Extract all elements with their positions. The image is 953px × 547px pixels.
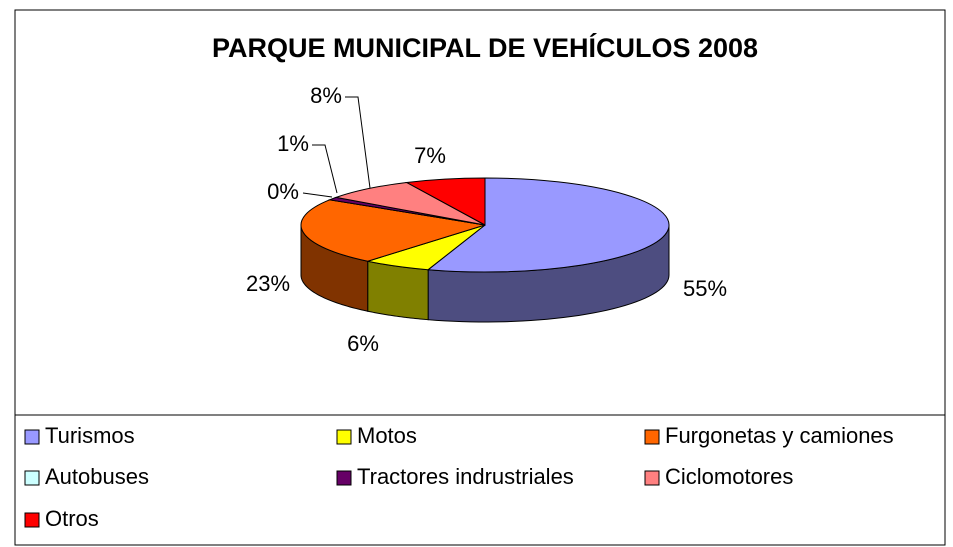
legend-label: Autobuses xyxy=(45,464,149,489)
slice xyxy=(405,177,486,226)
legend-label: Turismos xyxy=(45,423,135,448)
data-label: 7% xyxy=(414,143,446,168)
legend-swatch xyxy=(644,470,660,486)
legend-swatch xyxy=(24,470,40,486)
legend-label: Ciclomotores xyxy=(665,464,793,489)
chart-title: PARQUE MUNICIPAL DE VEHÍCULOS 2008 xyxy=(212,32,758,63)
slice-side xyxy=(367,260,429,321)
slice xyxy=(300,199,486,262)
legend-swatch xyxy=(336,470,352,486)
legend-label: Furgonetas y camiones xyxy=(665,423,894,448)
data-label: 55% xyxy=(683,276,727,301)
leader-line xyxy=(312,144,338,194)
data-label: 1% xyxy=(277,131,309,156)
leader-line xyxy=(302,192,333,198)
data-label: 23% xyxy=(246,271,290,296)
slice xyxy=(426,177,670,273)
legend-label: Otros xyxy=(45,506,99,531)
slice xyxy=(334,181,486,226)
legend-box xyxy=(14,414,946,546)
legend-swatch xyxy=(644,429,660,445)
data-label: 0% xyxy=(267,179,299,204)
legend-swatch xyxy=(336,429,352,445)
leader-line xyxy=(345,96,371,189)
legend-label: Tractores indrustriales xyxy=(357,464,574,489)
data-label: 6% xyxy=(347,331,379,356)
legend-swatch xyxy=(24,429,40,445)
data-label: 8% xyxy=(310,83,342,108)
legend-label: Motos xyxy=(357,423,417,448)
legend-swatch xyxy=(24,512,40,528)
